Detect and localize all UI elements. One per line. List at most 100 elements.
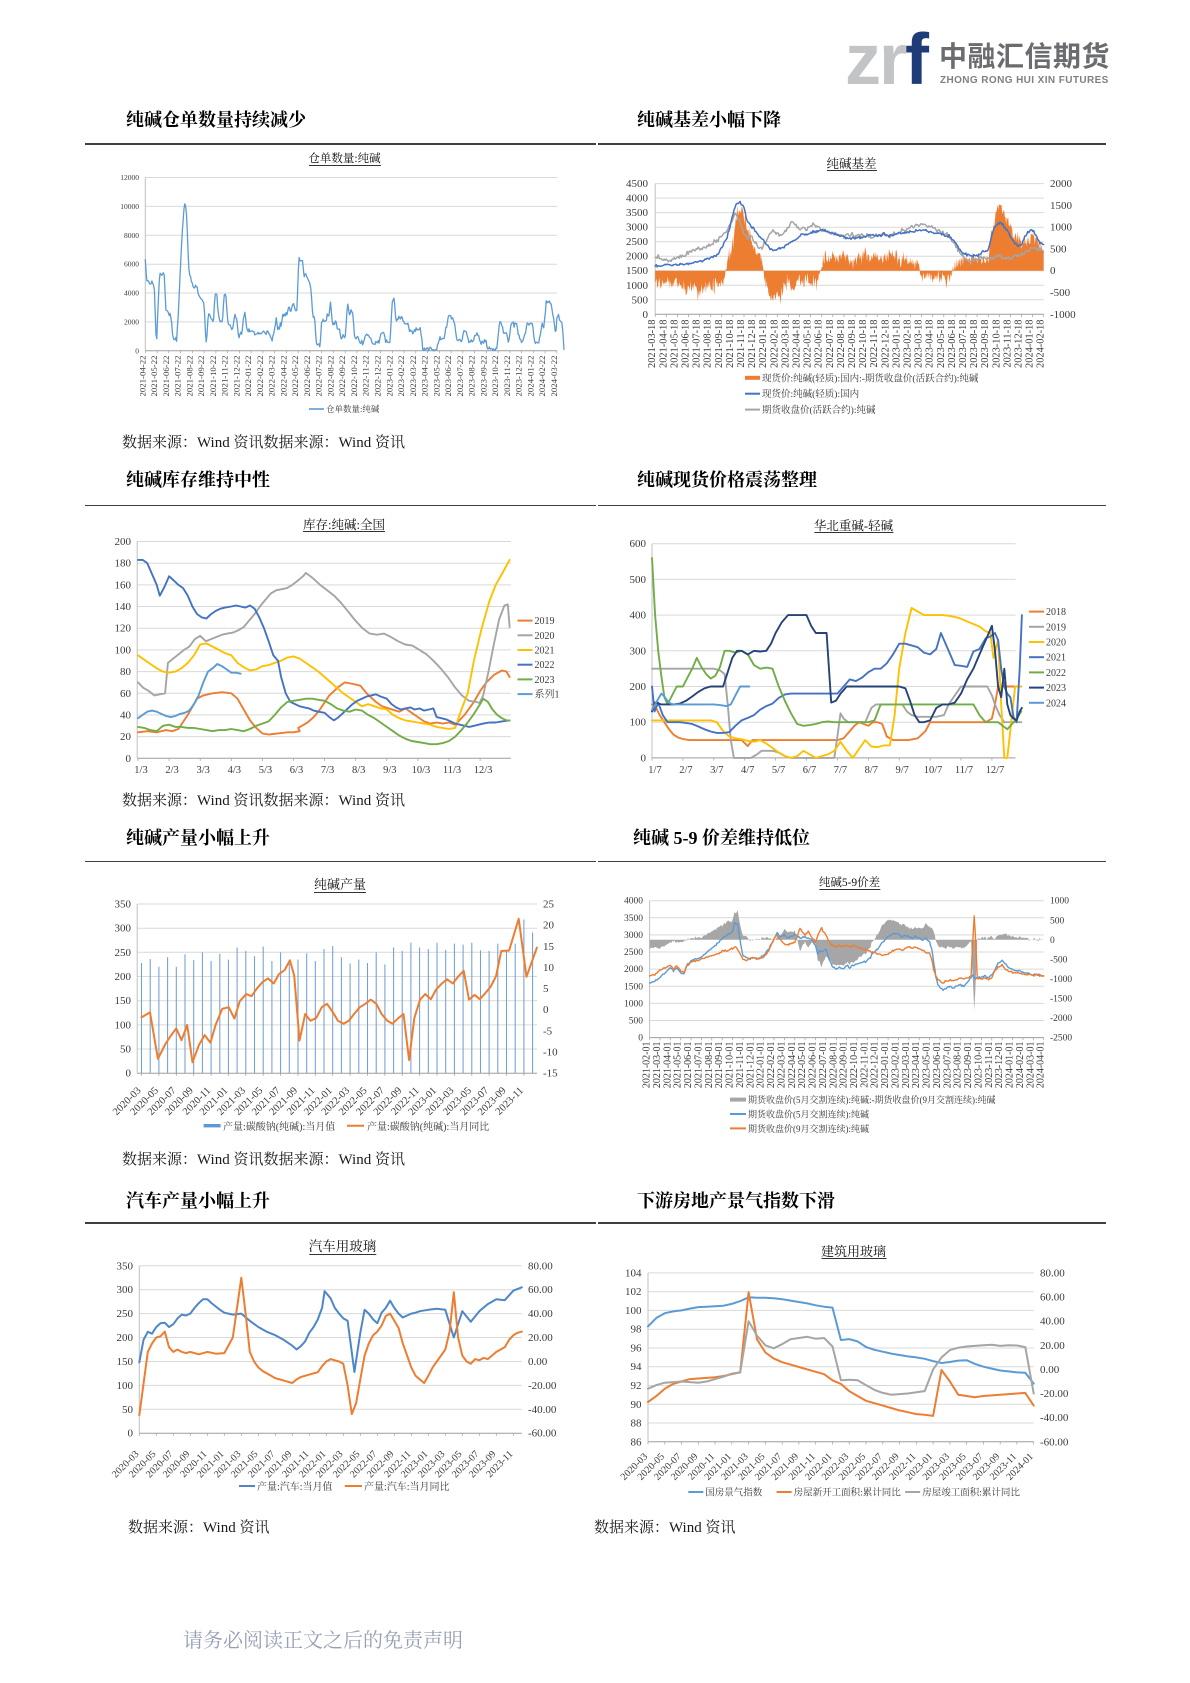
svg-text:2021-08-01: 2021-08-01 (700, 1042, 715, 1089)
svg-text:2022: 2022 (535, 656, 555, 671)
svg-text:11/3: 11/3 (443, 762, 461, 777)
svg-text:2022-01-22: 2022-01-22 (241, 356, 254, 397)
svg-text:2023-03-01: 2023-03-01 (897, 1042, 912, 1089)
svg-text:2500: 2500 (626, 233, 649, 249)
svg-text:2022-03-22: 2022-03-22 (265, 356, 278, 397)
svg-text:2022-12-01: 2022-12-01 (866, 1042, 881, 1089)
svg-text:100: 100 (115, 641, 132, 657)
svg-text:期货收盘价(活跃合约):纯碱: 期货收盘价(活跃合约):纯碱 (762, 402, 876, 416)
svg-text:0: 0 (1050, 262, 1056, 278)
svg-text:90: 90 (631, 1396, 643, 1412)
svg-text:150: 150 (115, 992, 132, 1008)
svg-text:2023-04-01: 2023-04-01 (907, 1042, 922, 1089)
svg-text:50: 50 (120, 1041, 132, 1057)
svg-text:2023-06-18: 2023-06-18 (943, 320, 958, 368)
svg-text:0.00: 0.00 (1040, 1361, 1060, 1377)
svg-text:160: 160 (115, 576, 132, 592)
svg-text:-2500: -2500 (1050, 1030, 1072, 1044)
svg-text:2023-02-18: 2023-02-18 (899, 320, 914, 368)
svg-text:-1500: -1500 (1050, 991, 1072, 1005)
svg-text:2022-09-18: 2022-09-18 (843, 320, 858, 368)
svg-text:2024-02-01: 2024-02-01 (1011, 1042, 1026, 1089)
svg-text:6/3: 6/3 (290, 762, 303, 777)
svg-text:2021-03-01: 2021-03-01 (648, 1042, 663, 1089)
svg-text:2021-10-22: 2021-10-22 (206, 356, 219, 397)
svg-text:100: 100 (115, 1016, 132, 1032)
svg-text:2000: 2000 (1050, 175, 1073, 191)
svg-text:2022-08-18: 2022-08-18 (832, 320, 847, 368)
svg-text:2023-03-18: 2023-03-18 (910, 320, 925, 368)
svg-text:250: 250 (117, 1305, 134, 1321)
svg-text:2023-10-18: 2023-10-18 (987, 320, 1002, 368)
svg-text:2023-08-18: 2023-08-18 (965, 320, 980, 368)
svg-text:180: 180 (115, 555, 132, 571)
svg-text:2021-04-01: 2021-04-01 (658, 1042, 673, 1089)
svg-text:-10: -10 (543, 1044, 558, 1060)
svg-text:2000: 2000 (624, 961, 643, 975)
svg-text:20.00: 20.00 (1040, 1337, 1065, 1353)
svg-text:2023: 2023 (535, 671, 555, 686)
svg-text:0: 0 (128, 1425, 134, 1441)
svg-text:2022-10-18: 2022-10-18 (854, 320, 869, 368)
svg-text:2019: 2019 (1046, 618, 1066, 633)
svg-text:100: 100 (630, 714, 647, 730)
svg-text:80.00: 80.00 (528, 1257, 553, 1273)
svg-text:2021-12-18: 2021-12-18 (743, 320, 758, 368)
svg-text:350: 350 (117, 1257, 134, 1273)
svg-text:2023-02-22: 2023-02-22 (394, 356, 407, 397)
svg-text:7/7: 7/7 (834, 762, 847, 777)
svg-text:2023: 2023 (1046, 679, 1066, 694)
svg-text:2022-05-22: 2022-05-22 (288, 356, 301, 397)
svg-text:2022-07-18: 2022-07-18 (821, 320, 836, 368)
svg-text:3/7: 3/7 (710, 762, 723, 777)
svg-text:2021-11-01: 2021-11-01 (731, 1042, 746, 1088)
svg-text:2023-11-22: 2023-11-22 (500, 356, 513, 397)
svg-text:2024-01-01: 2024-01-01 (1001, 1042, 1016, 1089)
svg-text:150: 150 (117, 1353, 134, 1369)
svg-text:2021-08-22: 2021-08-22 (182, 356, 195, 397)
svg-text:2022-01-01: 2022-01-01 (752, 1042, 767, 1089)
svg-text:2019: 2019 (535, 612, 555, 627)
svg-text:86: 86 (631, 1433, 643, 1449)
svg-text:-20.00: -20.00 (1040, 1385, 1069, 1401)
svg-text:期货收盘价(5月交割连续):纯碱:-期货收盘价(9月交割连续: 期货收盘价(5月交割连续):纯碱:-期货收盘价(9月交割连续):纯碱 (748, 1093, 996, 1106)
svg-text:-1000: -1000 (1050, 971, 1072, 985)
svg-text:0: 0 (638, 1030, 643, 1044)
svg-text:2023-07-18: 2023-07-18 (954, 320, 969, 368)
svg-text:2023-12-01: 2023-12-01 (990, 1042, 1005, 1089)
svg-text:0.00: 0.00 (528, 1353, 548, 1369)
svg-text:-2000: -2000 (1050, 1010, 1072, 1024)
svg-text:2021-08-18: 2021-08-18 (699, 320, 714, 368)
svg-text:11/7: 11/7 (955, 762, 973, 777)
svg-text:1000: 1000 (624, 995, 643, 1009)
svg-text:2000: 2000 (124, 316, 139, 327)
svg-text:仓单数量:纯碱: 仓单数量:纯碱 (326, 403, 380, 415)
svg-text:2023-07-22: 2023-07-22 (453, 356, 466, 397)
svg-text:20.00: 20.00 (528, 1329, 553, 1345)
svg-text:2/3: 2/3 (165, 762, 178, 777)
svg-text:2022-05-01: 2022-05-01 (793, 1042, 808, 1089)
svg-text:140: 140 (115, 598, 132, 614)
svg-text:2021-07-22: 2021-07-22 (171, 356, 184, 397)
svg-text:9/3: 9/3 (383, 762, 396, 777)
svg-text:-40.00: -40.00 (528, 1401, 557, 1417)
svg-text:产量:汽车:当月同比: 产量:汽车:当月同比 (364, 1478, 450, 1493)
svg-text:200: 200 (630, 678, 647, 694)
svg-text:2023-05-01: 2023-05-01 (918, 1042, 933, 1089)
svg-text:2021-06-01: 2021-06-01 (679, 1042, 694, 1089)
svg-text:2022-11-22: 2022-11-22 (359, 356, 372, 397)
svg-text:-60.00: -60.00 (1040, 1433, 1069, 1449)
svg-text:600: 600 (630, 535, 647, 551)
svg-text:500: 500 (632, 291, 649, 307)
svg-text:2021-12-22: 2021-12-22 (229, 356, 242, 397)
svg-text:88: 88 (631, 1415, 643, 1431)
svg-text:300: 300 (115, 920, 132, 936)
svg-text:3500: 3500 (626, 204, 649, 220)
svg-text:4/3: 4/3 (228, 762, 241, 777)
svg-text:2500: 2500 (624, 944, 643, 958)
svg-text:2023-12-18: 2023-12-18 (1010, 320, 1025, 368)
svg-text:2023-06-22: 2023-06-22 (441, 356, 454, 397)
svg-text:2023-03-22: 2023-03-22 (406, 356, 419, 397)
svg-text:产量:汽车:当月值: 产量:汽车:当月值 (257, 1478, 333, 1493)
svg-text:2023-04-22: 2023-04-22 (418, 356, 431, 397)
